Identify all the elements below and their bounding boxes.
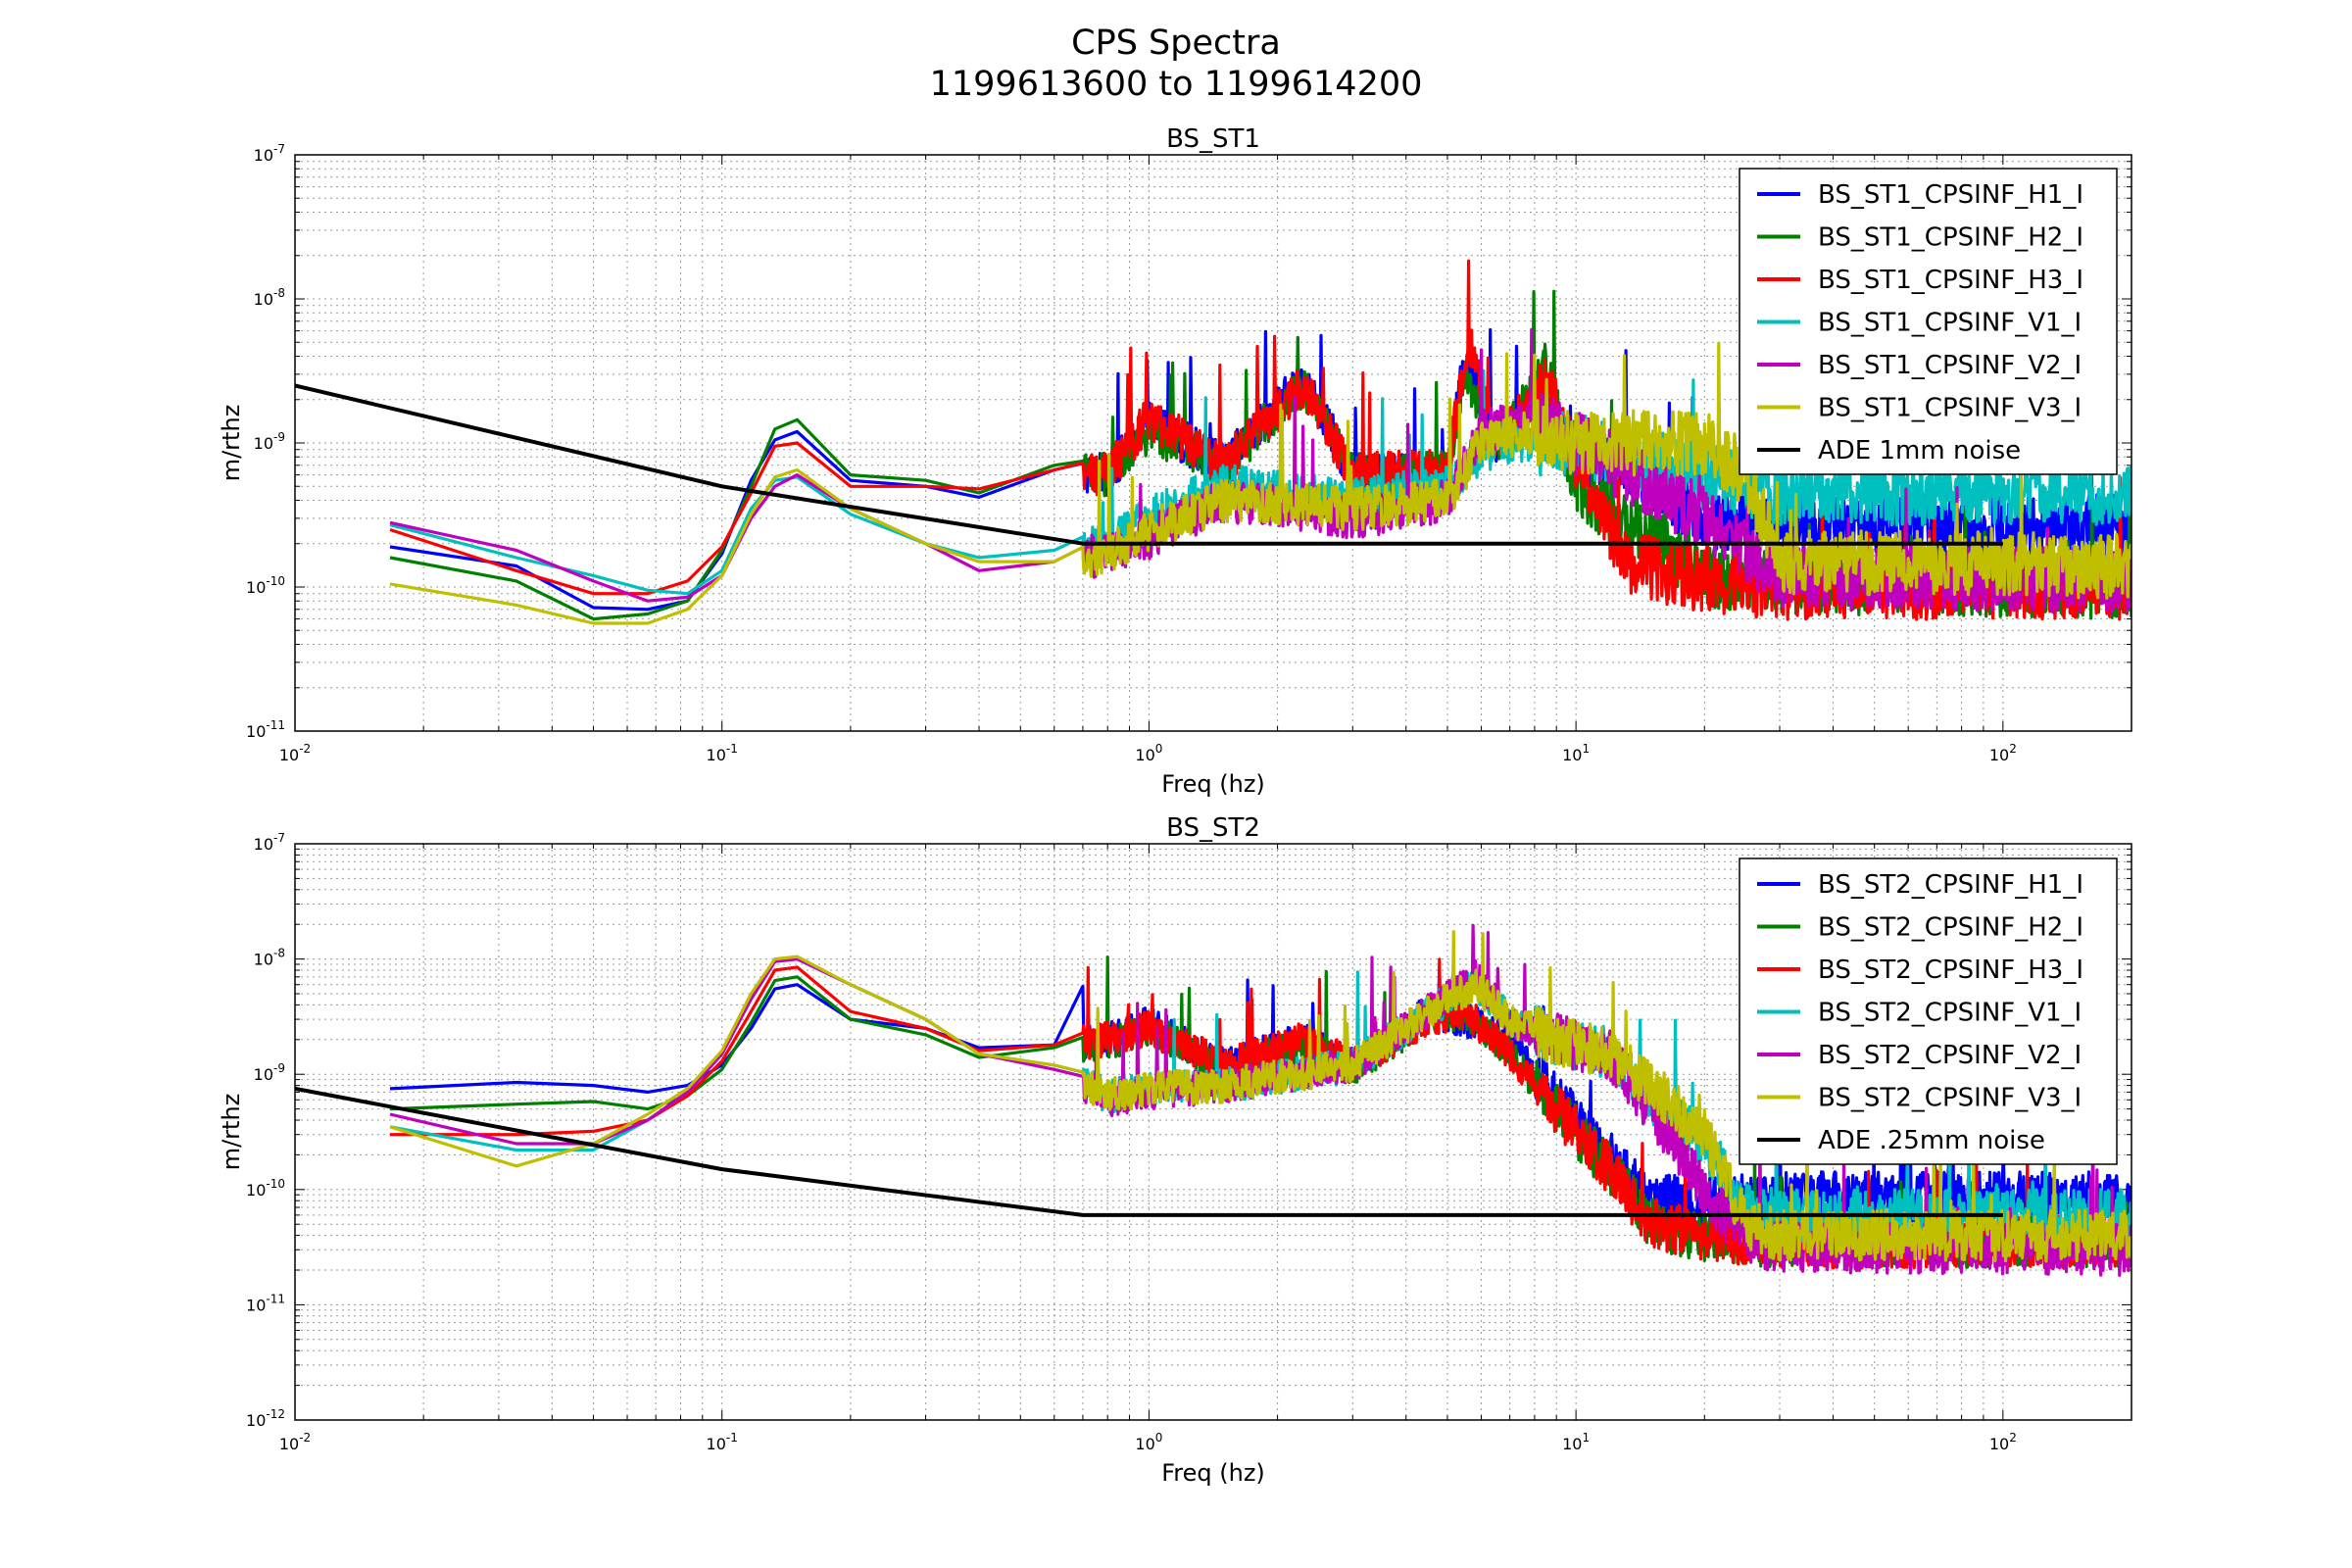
y-tick-label: 10-8 [254,286,285,309]
subplot-2: 10-2 10-1 100 101 102 10-12 10-11 10-10 10-9 10-8… [218,813,2132,1487]
axes-frame [294,154,2132,732]
x-tick-label: 102 [1989,742,2017,764]
series-line-7 [295,1086,2003,1217]
legend-label: ADE 1mm noise [1818,436,2021,466]
y-tick-label: 10-8 [254,947,285,969]
grid [294,844,2132,1421]
x-tick-label: 101 [1562,1431,1590,1453]
legend-label: BS_ST2_CPSINF_V2_I [1818,1041,2082,1070]
legend-label: BS_ST2_CPSINF_H2_I [1818,913,2083,943]
y-axis-label: m/rthz [218,405,245,482]
subplot-title: BS_ST2 [1166,813,1260,843]
figure-title: CPS Spectra [1071,24,1281,63]
x-tick-label: 10-1 [707,742,738,764]
x-tick-label: 100 [1135,742,1162,764]
legend-label: BS_ST2_CPSINF_H1_I [1818,870,2083,900]
legend-label: ADE .25mm noise [1818,1126,2045,1155]
x-axis-label: Freq (hz) [1161,1459,1265,1487]
x-tick-label: 100 [1135,1431,1162,1453]
series-line-7 [295,383,2003,546]
y-axis-label: m/rthz [218,1094,245,1171]
figure-subtitle: 1199613600 to 1199614200 [929,65,1423,104]
y-tick-label: 10-10 [246,574,285,597]
series-line-6 [389,930,2132,1263]
legend-label: BS_ST2_CPSINF_V3_I [1818,1084,2082,1113]
x-tick-label: 10-1 [707,1431,738,1453]
legend-label: BS_ST2_CPSINF_V1_I [1818,999,2082,1028]
x-tick-label: 101 [1562,742,1590,764]
legend-label: BS_ST1_CPSINF_V3_I [1818,394,2082,423]
series-line-3 [390,957,2132,1270]
legend-label: BS_ST1_CPSINF_H3_I [1818,266,2083,295]
y-tick-label: 10-9 [254,430,285,453]
legend-label: BS_ST1_CPSINF_V2_I [1818,351,2082,380]
y-tick-label: 10-7 [254,831,285,854]
y-tick-label: 10-7 [254,142,285,165]
legend-label: BS_ST1_CPSINF_H1_I [1818,180,2083,210]
y-tick-label: 10-10 [246,1177,285,1200]
legend-label: BS_ST1_CPSINF_V1_I [1818,309,2082,338]
legend-label: BS_ST2_CPSINF_H3_I [1818,956,2083,985]
x-tick-label: 10-2 [279,742,311,764]
legend-label: BS_ST1_CPSINF_H2_I [1818,223,2083,253]
subplot-1: 10-2 10-1 100 101 102 10-11 10-10 10-9 10-8 10-7 B… [218,124,2132,798]
series-line-6 [389,341,2132,625]
legend: BS_ST1_CPSINF_H1_I BS_ST1_CPSINF_H2_I BS_S… [1739,168,2118,475]
x-axis-label: Freq (hz) [1161,770,1265,798]
y-tick-label: 10-9 [254,1061,285,1084]
y-tick-label: 10-12 [246,1407,285,1430]
legend: BS_ST2_CPSINF_H1_I BS_ST2_CPSINF_H2_I BS_S… [1739,858,2118,1165]
x-tick-label: 102 [1989,1431,2017,1453]
axes-frame [294,843,2132,1421]
y-tick-label: 10-11 [246,1292,285,1314]
subplot-title: BS_ST1 [1166,124,1260,154]
x-tick-label: 10-2 [279,1431,311,1453]
y-tick-label: 10-11 [246,718,285,741]
